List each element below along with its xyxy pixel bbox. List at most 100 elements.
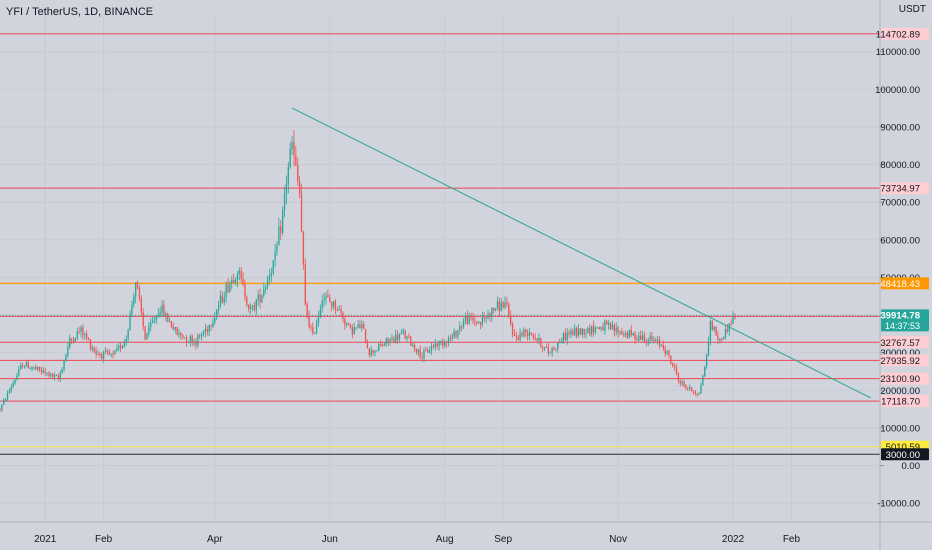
price-tag-box — [881, 182, 929, 195]
candle-body — [6, 392, 9, 400]
x-tick-label: Apr — [207, 534, 223, 545]
candle-body — [398, 334, 401, 340]
candle-body — [246, 297, 248, 306]
candle-body — [461, 326, 463, 328]
candle-body — [174, 327, 176, 330]
candle-body — [641, 335, 644, 340]
candle-body — [336, 309, 338, 311]
candle-body — [327, 295, 329, 298]
candle-body — [664, 348, 666, 354]
candle-body — [393, 338, 395, 342]
price-tag-label: 114702.89 — [876, 29, 920, 40]
x-tick-label: Feb — [783, 534, 801, 545]
candle-body — [176, 327, 178, 335]
candle-body — [142, 312, 144, 327]
candle-body — [406, 336, 408, 339]
last-price-value: 39914.78 — [880, 310, 920, 321]
candle-body — [485, 317, 487, 319]
candle-body — [521, 333, 523, 336]
candle-body — [244, 284, 246, 298]
candle-body — [715, 326, 717, 336]
candle-body — [585, 333, 587, 335]
candle-body — [430, 345, 433, 351]
candle-body — [108, 351, 110, 355]
y-tick-label: 80000.00 — [880, 160, 920, 171]
candle-body — [302, 231, 305, 265]
candle-body — [630, 330, 632, 336]
candle-body — [25, 362, 28, 367]
price-tag-label: 48418.43 — [880, 279, 920, 290]
candle-body — [300, 194, 303, 232]
x-tick-label: Sep — [494, 534, 512, 545]
candle-body — [540, 337, 542, 348]
candle-body — [408, 336, 410, 338]
candle-body — [479, 321, 482, 325]
candle-body — [270, 273, 273, 276]
candle-body — [40, 369, 43, 373]
candle-body — [321, 300, 323, 309]
candle-body — [20, 365, 22, 370]
candle-body — [216, 310, 218, 318]
candle-body — [513, 333, 516, 336]
candle-body — [476, 321, 478, 324]
candle-body — [532, 334, 534, 338]
candle-body — [538, 337, 540, 341]
candle-body — [18, 369, 20, 376]
candle-body — [55, 375, 58, 377]
candle-body — [400, 332, 403, 335]
candle-body — [404, 330, 406, 339]
candle-body — [574, 327, 576, 336]
candle-body — [65, 354, 67, 361]
candle-body — [170, 321, 173, 328]
trendline — [291, 107, 871, 399]
candle-body — [425, 350, 427, 352]
candle-body — [658, 339, 661, 346]
candle-body — [379, 344, 382, 346]
candle-body — [604, 320, 606, 331]
candle-body — [621, 331, 623, 335]
candle-body — [72, 339, 75, 342]
candle-body — [125, 338, 127, 342]
candle-body — [558, 341, 561, 344]
candle-body — [491, 307, 493, 317]
candle-body — [611, 324, 614, 330]
candle-body — [57, 375, 60, 379]
candle-body — [370, 349, 372, 356]
candle-body — [468, 315, 470, 324]
candle-body — [634, 332, 636, 340]
price-tag-label: 32767.57 — [880, 338, 920, 349]
candle-body — [319, 308, 322, 316]
candle-body — [159, 312, 161, 315]
candle-body — [304, 264, 306, 304]
candle-body — [508, 304, 510, 316]
candle-body — [84, 333, 86, 335]
candle-body — [257, 294, 259, 301]
candle-body — [717, 335, 719, 340]
candle-body — [440, 340, 442, 342]
candle-body — [146, 333, 148, 340]
candle-body — [662, 345, 664, 349]
candle-body — [238, 270, 240, 274]
candle-body — [23, 366, 26, 368]
candle-body — [116, 348, 118, 351]
candle-body — [378, 344, 380, 351]
candle-body — [560, 341, 563, 344]
candle-body — [442, 340, 444, 346]
candle-body — [314, 332, 316, 334]
candle-body — [607, 322, 610, 325]
candle-body — [298, 181, 301, 195]
chart-title: YFI / TetherUS, 1D, BINANCE — [6, 6, 154, 18]
candle-body — [698, 393, 700, 395]
candle-body — [234, 279, 237, 284]
candle-body — [168, 321, 171, 323]
candle-body — [500, 302, 502, 312]
candle-body — [63, 360, 65, 370]
candle-body — [615, 327, 617, 332]
candle-body — [704, 366, 706, 377]
candle-body — [543, 347, 546, 349]
candle-body — [636, 339, 638, 341]
x-axis[interactable]: 2021 Feb Apr Jun Aug Sep Nov 2022 Feb — [0, 521, 932, 545]
candle-body — [353, 327, 355, 335]
candle-body — [724, 328, 727, 338]
